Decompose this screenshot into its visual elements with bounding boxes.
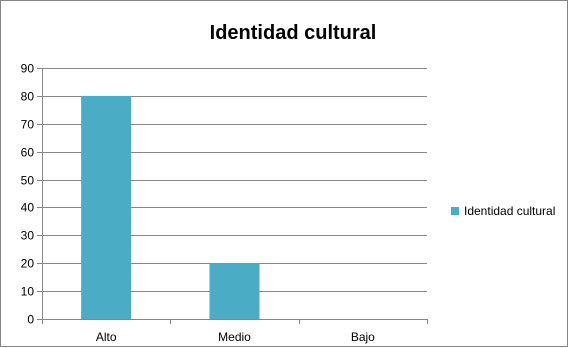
y-tick-label: 80 — [21, 90, 35, 104]
category-labels: Alto Medio Bajo — [96, 330, 375, 344]
legend-label: Identidad cultural — [464, 204, 556, 218]
category-label: Medio — [218, 330, 251, 344]
y-tick-label: 90 — [21, 62, 35, 76]
y-tick-label: 70 — [21, 118, 35, 132]
legend: Identidad cultural — [451, 204, 555, 218]
category-label: Alto — [96, 330, 117, 344]
category-label: Bajo — [351, 330, 375, 344]
legend-swatch — [451, 207, 459, 215]
y-tick-label: 30 — [21, 229, 35, 243]
y-tick-label: 20 — [21, 257, 35, 271]
y-tick-labels: 0 10 20 30 40 50 60 70 80 90 — [21, 62, 35, 327]
chart-title: Identidad cultural — [209, 22, 377, 44]
bar-medio — [209, 263, 260, 319]
y-tick-label: 10 — [21, 285, 35, 299]
axes — [42, 68, 428, 324]
bar-alto — [81, 95, 132, 319]
bars — [81, 95, 260, 319]
y-tick-label: 0 — [27, 313, 34, 327]
y-tick-label: 40 — [21, 201, 35, 215]
y-tick-label: 60 — [21, 146, 35, 160]
y-tick-label: 50 — [21, 174, 35, 188]
